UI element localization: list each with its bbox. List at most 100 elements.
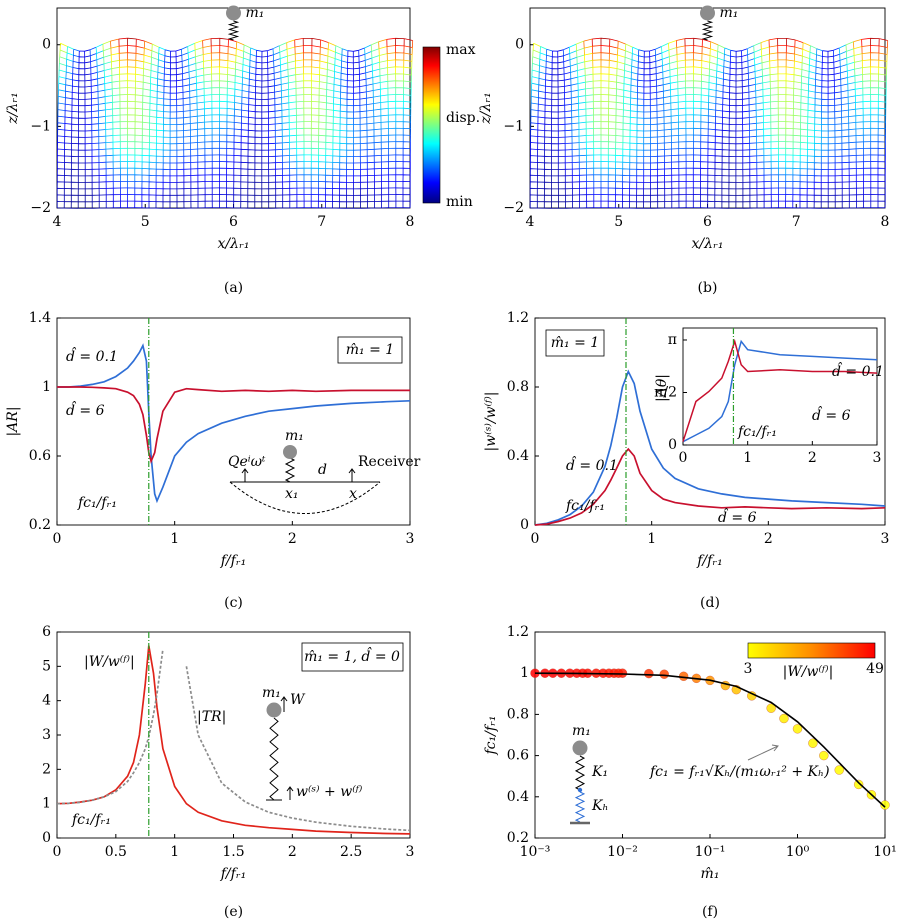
mesh-line — [678, 181, 687, 189]
mesh-line — [799, 174, 808, 182]
mesh-line — [111, 66, 120, 76]
mesh-line — [71, 130, 79, 138]
mesh-line — [261, 175, 269, 183]
mesh-line — [195, 61, 204, 71]
mesh-line — [197, 187, 206, 195]
mesh-line — [332, 109, 341, 117]
mesh-line — [339, 201, 347, 209]
mesh-line — [855, 141, 864, 149]
mesh-line — [749, 149, 757, 157]
mesh-line — [303, 187, 312, 195]
mesh-line — [799, 155, 808, 162]
mesh-line — [584, 73, 594, 83]
mesh-line — [551, 117, 559, 125]
mesh-line — [149, 116, 157, 124]
mesh-line — [543, 194, 552, 202]
mesh-line — [142, 81, 151, 89]
mesh-line — [807, 116, 815, 124]
mesh-line — [735, 130, 743, 138]
mesh-line — [169, 124, 177, 131]
mesh-line — [219, 174, 227, 182]
mesh-line — [71, 136, 79, 144]
mesh-line — [240, 168, 248, 176]
mesh-line — [615, 174, 623, 182]
mesh-line — [380, 94, 389, 103]
mesh-line — [63, 201, 72, 209]
mesh-line — [247, 162, 255, 170]
mesh-line — [643, 182, 651, 189]
mesh-line — [586, 200, 594, 208]
mesh-line — [395, 187, 404, 195]
mesh-line — [162, 188, 171, 196]
mesh-line — [656, 84, 664, 93]
mesh-line — [770, 134, 779, 142]
mesh-line — [65, 78, 73, 85]
mesh-line — [155, 175, 164, 183]
mesh-line — [600, 127, 609, 135]
mesh-line — [289, 148, 297, 156]
mesh-line — [848, 187, 857, 196]
mesh-line — [544, 162, 552, 170]
mesh-line — [402, 194, 411, 202]
mesh-line — [395, 141, 404, 149]
mesh-line — [175, 54, 182, 63]
mesh-line — [537, 175, 545, 182]
mesh-line — [176, 117, 184, 125]
mesh-line — [388, 141, 396, 149]
mesh-line — [275, 188, 283, 196]
mesh-line — [715, 96, 723, 104]
mesh-line — [162, 156, 171, 163]
mesh-line — [571, 116, 579, 124]
mesh-line — [274, 122, 283, 131]
mesh-line — [616, 61, 625, 69]
mesh-line — [261, 169, 269, 176]
mesh-line — [233, 141, 242, 149]
mesh-line — [763, 114, 771, 123]
mesh-line — [793, 74, 802, 82]
mesh-line — [163, 92, 171, 99]
mesh-line — [753, 48, 762, 59]
mesh-line — [210, 45, 220, 54]
mesh-line — [577, 88, 586, 97]
mesh-line — [671, 135, 679, 143]
mesh-line — [268, 162, 276, 170]
mesh-line — [877, 174, 886, 182]
mesh-line — [381, 187, 389, 195]
mesh-line — [755, 82, 763, 91]
mesh-line — [708, 68, 717, 76]
mesh-line — [204, 147, 213, 156]
mesh-line — [643, 143, 651, 151]
mesh-line — [827, 80, 835, 88]
mesh-line — [877, 121, 886, 129]
mesh-line — [536, 201, 545, 209]
mesh-line — [84, 181, 93, 189]
mesh-line — [564, 104, 572, 112]
mesh-line — [169, 136, 177, 144]
mesh-line — [332, 181, 340, 189]
mesh-line — [255, 80, 262, 87]
mesh-line — [643, 74, 651, 81]
series-line — [57, 343, 411, 504]
mesh-line — [578, 108, 586, 117]
mesh-line — [395, 94, 404, 102]
mesh-line — [586, 187, 594, 195]
mesh-line — [848, 200, 857, 208]
mesh-line — [288, 88, 297, 97]
mesh-line — [785, 187, 793, 195]
annotation: m₁ — [285, 428, 304, 444]
mesh-line — [63, 181, 72, 189]
mesh-line — [593, 174, 601, 182]
mesh-line — [538, 90, 546, 98]
mesh-line — [91, 162, 100, 170]
mesh-line — [359, 85, 367, 93]
mesh-line — [735, 80, 743, 88]
mesh-line — [870, 94, 879, 102]
y-tick-label: −2 — [503, 200, 524, 216]
mesh-line — [359, 142, 368, 150]
mesh-line — [685, 114, 694, 122]
mesh-line — [211, 127, 220, 135]
mesh-line — [650, 136, 658, 144]
mesh-line — [586, 174, 594, 182]
mesh-line — [585, 107, 594, 116]
mesh-line — [318, 94, 327, 102]
